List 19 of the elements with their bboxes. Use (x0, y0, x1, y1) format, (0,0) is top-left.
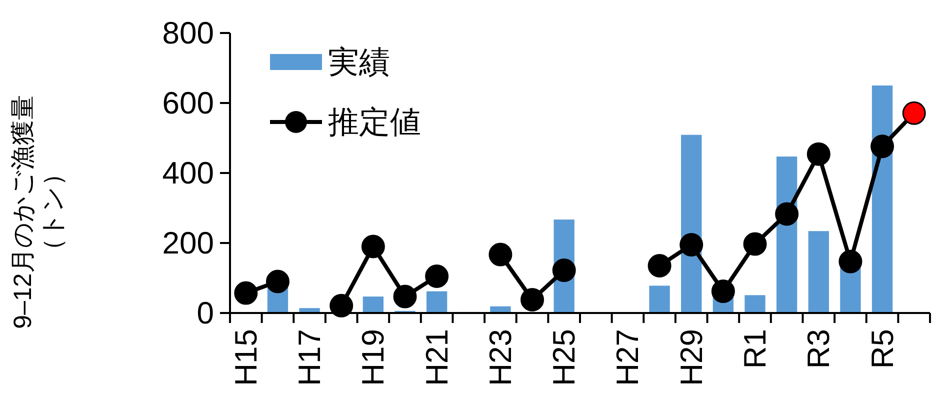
y-tick-label: 0 (196, 296, 214, 330)
x-tick-label: H27 (610, 329, 646, 386)
legend-label: 実績 (328, 44, 390, 80)
x-tick-label: H15 (228, 329, 264, 386)
x-tick-label: H19 (356, 329, 391, 386)
y-tick-label: 600 (162, 86, 214, 120)
x-tick-label: H29 (674, 329, 709, 386)
y-axis-title: 9–12月のかご漁獲量（トン） (9, 95, 67, 329)
x-tick-label: R1 (738, 329, 772, 369)
y-tick-label: 400 (162, 156, 214, 190)
x-tick-label: H25 (546, 329, 582, 386)
legend-label: 推定値 (328, 104, 421, 140)
x-tick-label: R3 (801, 329, 836, 369)
x-tick-label: H23 (482, 329, 518, 386)
x-tick-label: H21 (419, 329, 454, 386)
x-tick-label: R5 (864, 329, 900, 369)
y-tick-label: 200 (162, 226, 214, 260)
y-tick-label: 800 (162, 16, 214, 50)
x-tick-label: H17 (292, 329, 328, 386)
